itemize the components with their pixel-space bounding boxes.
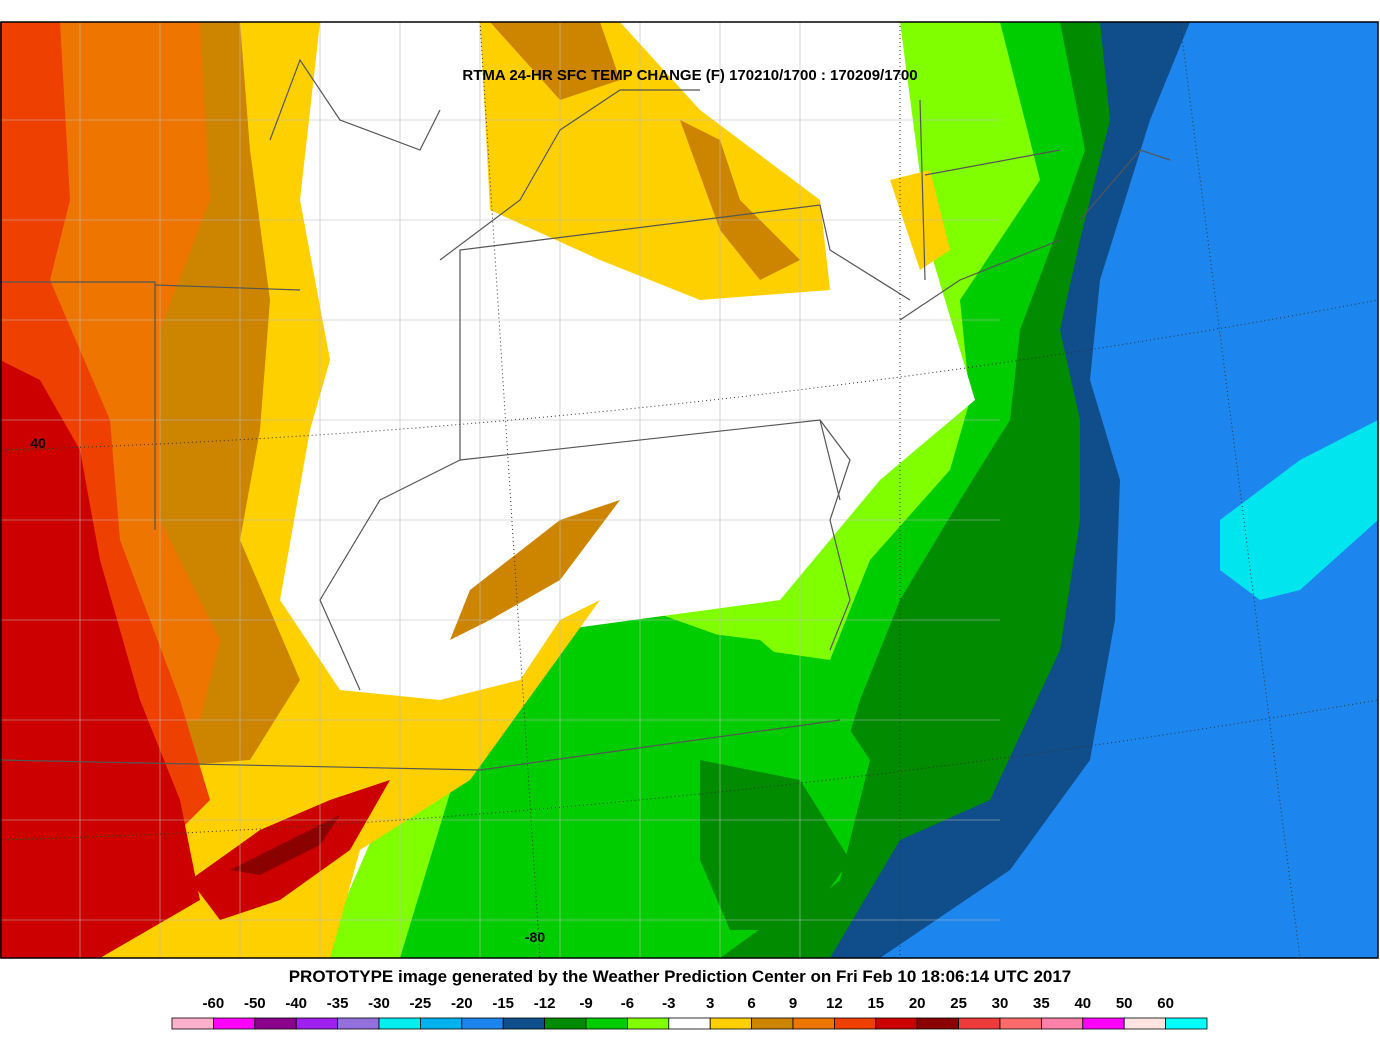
legend-swatch [254,1017,297,1030]
legend-label: -30 [368,995,390,1012]
legend-swatch [1082,1017,1125,1030]
legend-label: -40 [285,995,307,1012]
legend-swatch [875,1017,918,1030]
legend-label: 25 [950,995,967,1012]
legend-label: 30 [992,995,1009,1012]
legend-swatch [337,1017,380,1030]
field-darkgreen-inland [700,760,850,930]
legend-swatch [999,1017,1042,1030]
footer-text: PROTOTYPE image generated by the Weather… [289,967,1072,986]
legend-label: 60 [1157,995,1174,1012]
legend-label: -35 [327,995,349,1012]
legend-swatch [668,1017,711,1030]
coastlines [269,58,1171,651]
map-fields [0,22,1378,958]
legend-label: 35 [1033,995,1050,1012]
field-goldenrod-wv [450,500,620,640]
legend-label: -25 [410,995,432,1012]
legend-swatch [627,1017,670,1030]
color-legend: -60 -50 -40 -35 -30 -25 -20 -15 -12 -9 -6 -3 3 6 9 12 15… [171,995,1208,1030]
legend-label: 20 [909,995,926,1012]
legend-label: -12 [534,995,556,1012]
legend-swatch [751,1017,794,1030]
legend-label: 6 [747,995,755,1012]
legend-swatch [212,1017,256,1030]
legend-label: 15 [867,995,884,1012]
field-darkred [230,815,340,875]
legend-label: -50 [244,995,266,1012]
legend-label: 40 [1074,995,1091,1012]
legend-swatch [461,1017,504,1030]
legend-label: 9 [789,995,797,1012]
legend-label: -3 [662,995,675,1012]
legend-swatch [916,1017,960,1030]
legend-swatch [419,1017,463,1030]
legend-label: -60 [203,995,225,1012]
longitude-label: -80 [525,929,545,945]
legend-label: -9 [579,995,592,1012]
field-goldenrod-pa [680,120,800,280]
field-cyan [1220,420,1378,600]
legend-swatch [171,1017,214,1030]
legend-swatch [378,1017,421,1030]
legend-swatch [585,1017,628,1030]
lat-lon-lines [0,21,1379,959]
legend-swatch [958,1017,1001,1030]
field-goldenrod-north [490,22,620,100]
legend-swatch [544,1017,587,1030]
legend-swatch [1165,1017,1208,1030]
legend-label: 3 [706,995,714,1012]
legend-swatch [709,1017,753,1030]
field-red [0,360,200,958]
legend-swatch [502,1017,546,1030]
legend-label: -20 [451,995,473,1012]
boundaries [0,21,1379,959]
legend-swatch [792,1017,835,1030]
legend-label: -15 [492,995,514,1012]
map-frame [0,21,1379,959]
legend-label: -6 [621,995,634,1012]
legend-swatch [295,1017,339,1030]
latitude-label: 40 [30,435,46,451]
legend-label: 50 [1116,995,1133,1012]
map-title: RTMA 24-HR SFC TEMP CHANGE (F) 170210/17… [462,67,917,84]
legend-swatch [834,1017,877,1030]
legend-swatch [1041,1017,1084,1030]
legend-swatch [1123,1017,1166,1030]
legend-label: 12 [826,995,843,1012]
